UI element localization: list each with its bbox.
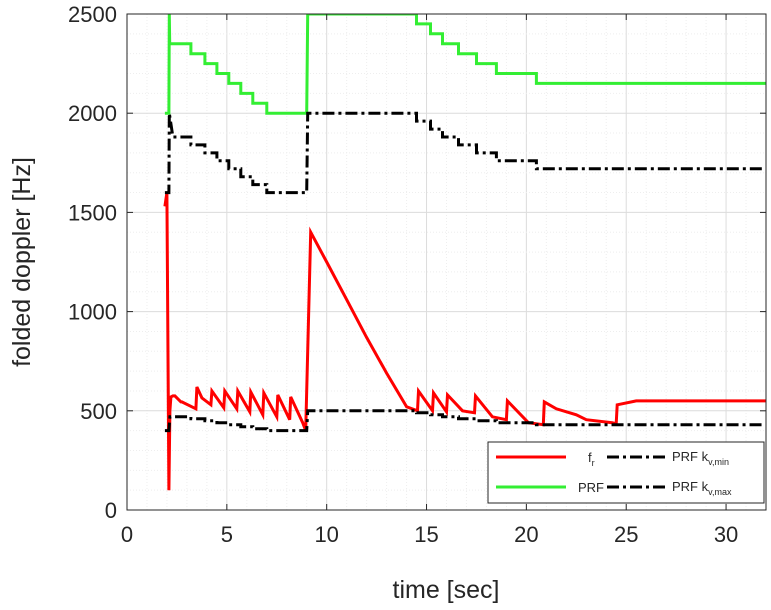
x-tick-label: 5 — [221, 522, 233, 547]
x-tick-label: 30 — [714, 522, 738, 547]
legend-label-fr: fr — [588, 450, 595, 468]
series-line-prf — [164, 14, 766, 115]
series-lines — [163, 14, 766, 491]
legend-box — [487, 441, 765, 504]
axis-ticks: 0 5 10 15 20 25 30 0 500 1000 1500 2000 2500 — [68, 2, 766, 547]
y-tick-label: 2500 — [68, 2, 117, 27]
legend: fr PRF PRF kv,min PRF kv,max — [487, 441, 765, 504]
axes-frame — [126, 13, 767, 511]
legend-label-prf: PRF — [578, 480, 604, 495]
series-line-prf-kvmin — [164, 111, 766, 195]
x-tick-label: 15 — [414, 522, 438, 547]
y-tick-label: 500 — [80, 399, 117, 424]
series-line-prf-kvmax — [164, 409, 766, 433]
x-tick-label: 25 — [614, 522, 638, 547]
y-tick-label: 0 — [105, 498, 117, 523]
y-tick-label: 1000 — [68, 300, 117, 325]
x-tick-label: 0 — [121, 522, 133, 547]
x-tick-label: 20 — [514, 522, 538, 547]
y-axis-title: folded doppler [Hz] — [8, 157, 36, 367]
legend-label-prf-kvmax: PRF kv,max — [672, 479, 732, 497]
legend-label-prf-kvmin: PRF kv,min — [672, 449, 729, 467]
y-tick-label: 1500 — [68, 200, 117, 225]
plot-area — [127, 14, 766, 510]
x-axis-title: time [sec] — [393, 576, 500, 604]
y-tick-label: 2000 — [68, 101, 117, 126]
axes-background — [127, 14, 766, 510]
x-tick-label: 10 — [314, 522, 338, 547]
